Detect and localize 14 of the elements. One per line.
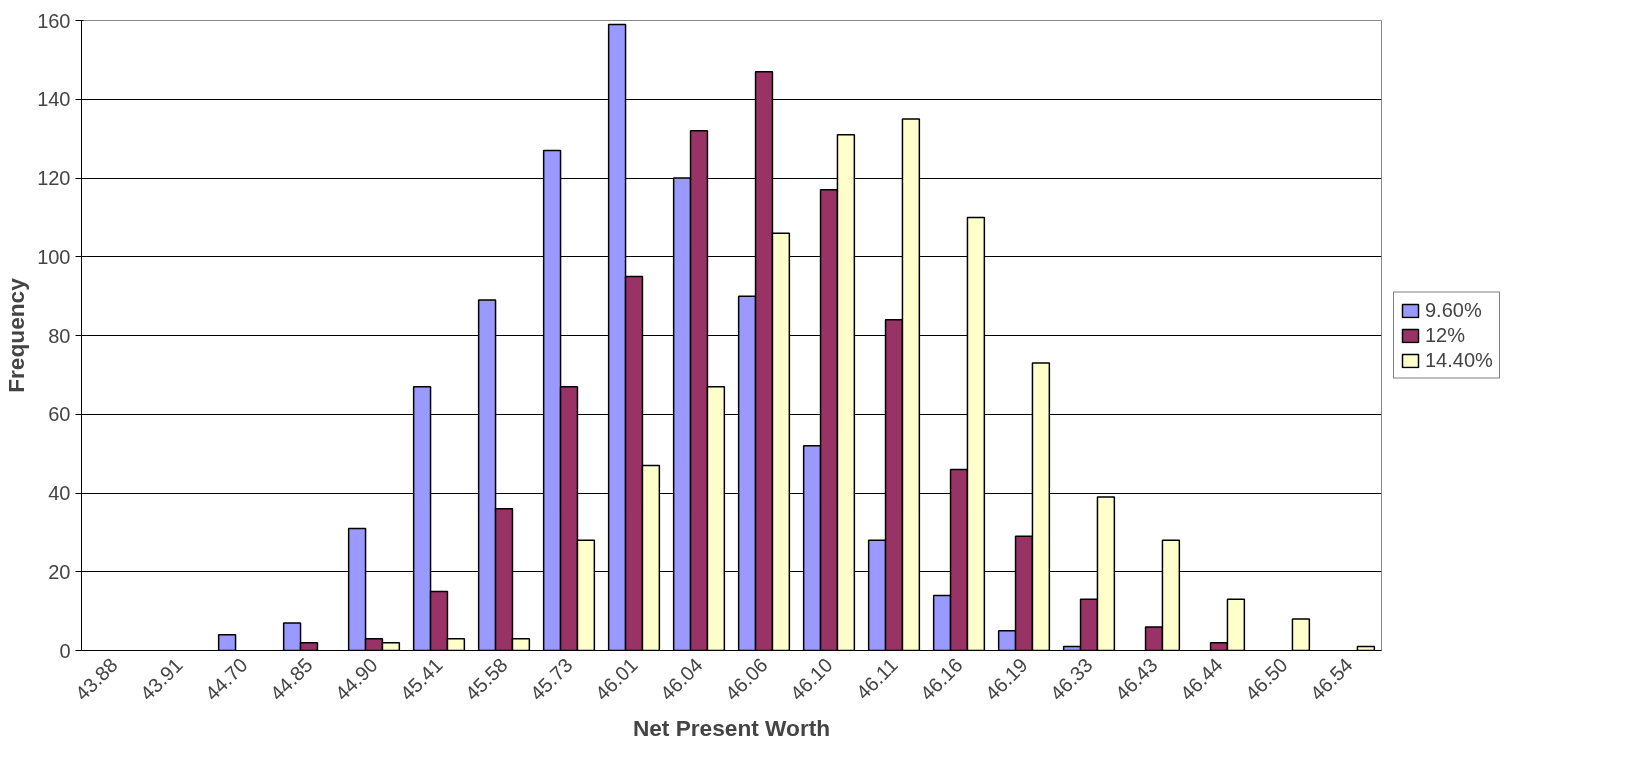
y-tick-label: 160 [37, 9, 71, 32]
y-tick-label: 40 [48, 482, 71, 504]
y-tick-label: 140 [37, 88, 71, 111]
legend-label: 14.40% [1425, 348, 1493, 372]
y-axis-title: Frequency [3, 277, 30, 393]
y-tick-label: 60 [48, 403, 71, 426]
y-tick-label: 120 [37, 167, 71, 189]
y-tick-label: 0 [59, 639, 71, 662]
y-tick-label: 100 [37, 245, 71, 268]
y-tick-label: 80 [48, 324, 71, 347]
x-axis-title: Net Present Worth [632, 714, 831, 741]
legend-label: 9.60% [1425, 298, 1482, 322]
y-tick-label: 20 [48, 560, 71, 583]
legend-label: 12% [1425, 323, 1466, 347]
